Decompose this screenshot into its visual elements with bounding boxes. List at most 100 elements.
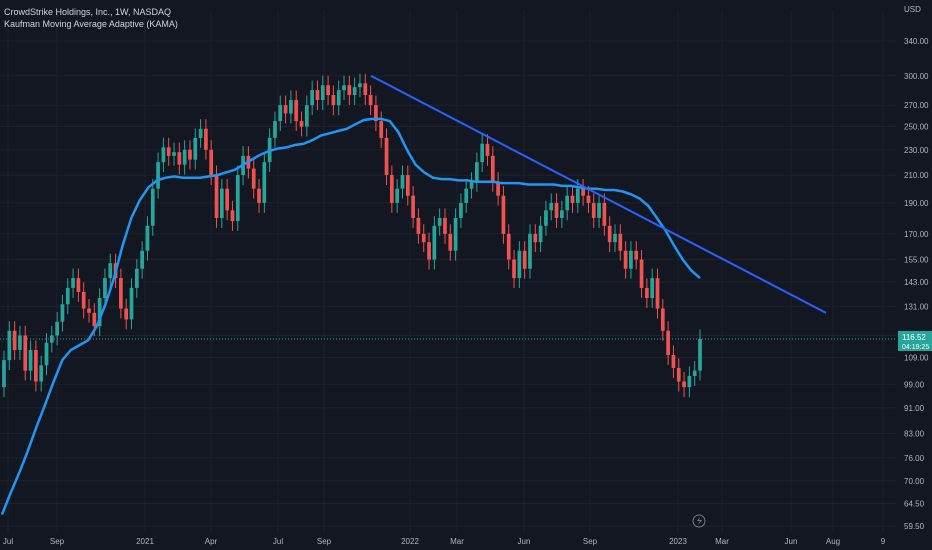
candle-body <box>416 217 421 234</box>
price-tick-label: 91.00 <box>904 404 925 413</box>
time-tick-label: Sep <box>583 537 598 546</box>
time-tick-label: 2022 <box>401 537 419 546</box>
candle-body <box>172 152 176 156</box>
trend-line[interactable] <box>370 74 827 314</box>
price-tick-label: 170.00 <box>904 230 929 239</box>
candle-body <box>347 85 352 96</box>
candle-body <box>575 188 580 203</box>
candle-body <box>129 287 134 320</box>
trendline-path <box>370 74 827 314</box>
candle-body <box>602 202 607 226</box>
candle-body <box>166 147 171 156</box>
candle-body <box>660 308 665 331</box>
candle-body <box>570 195 575 203</box>
candle-body <box>544 210 548 226</box>
last-price-box <box>898 330 932 351</box>
candle-body <box>676 367 681 382</box>
candle-body <box>671 355 676 368</box>
candle-body <box>230 210 235 222</box>
candle-body <box>124 308 129 320</box>
candle-body <box>655 278 660 309</box>
candle-body <box>12 330 17 350</box>
candle-body <box>81 291 86 309</box>
candle-body <box>698 339 702 371</box>
candle-body <box>161 147 166 163</box>
candle-body <box>87 308 91 313</box>
candle-body <box>533 233 538 243</box>
time-tick-label: Jun <box>785 537 798 546</box>
candle-body <box>453 217 458 251</box>
candle-body <box>320 85 325 101</box>
candles <box>2 73 702 398</box>
price-tick-label: 83.00 <box>904 429 925 438</box>
candle-body <box>2 360 6 388</box>
candle-body <box>76 278 81 292</box>
candle-body <box>363 83 368 96</box>
symbol-title[interactable]: CrowdStrike Holdings, Inc., 1W, NASDAQ <box>4 7 172 17</box>
candle-body <box>459 202 463 218</box>
price-tick-label: 340.00 <box>904 37 929 46</box>
candle-body <box>65 287 70 305</box>
candle-body <box>60 304 65 322</box>
candle-body <box>645 287 649 299</box>
price-tick-label: 70.00 <box>904 477 925 486</box>
indicator-title[interactable]: Kaufman Moving Average Adaptive (KAMA) <box>4 19 178 29</box>
candle-body <box>214 175 219 218</box>
last-price-countdown: 04:19:25 <box>902 344 929 351</box>
candle-body <box>39 365 44 382</box>
time-axis[interactable]: Jul Sep 2021 Apr Jul Sep 2022 Mar Jun Sep 2023 Mar J… <box>3 537 886 546</box>
candle-body <box>289 100 293 114</box>
candle-body <box>411 195 415 218</box>
price-tick-label: 76.00 <box>904 454 925 463</box>
candle-body <box>682 381 686 388</box>
candle-body <box>490 155 495 182</box>
grid <box>0 10 896 532</box>
candle-body <box>326 85 330 96</box>
time-tick-label: 2021 <box>136 537 154 546</box>
candle-body <box>273 121 277 138</box>
time-tick-label: Mar <box>450 537 464 546</box>
candle-body <box>618 233 623 251</box>
price-tick-label: 270.00 <box>904 101 929 110</box>
candle-body <box>421 233 426 243</box>
candle-body <box>283 105 288 114</box>
price-tick-label: 131.00 <box>904 302 929 311</box>
kama-path <box>0 117 701 515</box>
candle-body <box>44 342 49 366</box>
event-icon-ring <box>692 514 706 528</box>
candle-body <box>103 278 107 299</box>
price-tick-label: 300.00 <box>904 72 929 81</box>
candle-body <box>119 278 123 309</box>
currency-label: USD <box>904 5 921 14</box>
price-tick-label: 210.00 <box>904 171 929 180</box>
earnings-event-icon[interactable] <box>692 514 706 528</box>
candle-body <box>666 330 670 356</box>
candle-body <box>134 268 139 288</box>
time-tick-label: Jul <box>3 537 13 546</box>
candle-body <box>560 210 564 218</box>
price-tick-label: 109.00 <box>904 354 929 363</box>
candle-body <box>623 250 628 269</box>
candle-body <box>607 225 612 243</box>
candle-body <box>140 250 144 269</box>
candle-body <box>395 188 400 203</box>
candle-body <box>517 250 522 279</box>
candle-body <box>251 168 256 189</box>
price-tick-label: 230.00 <box>904 146 929 155</box>
candle-body <box>565 195 570 211</box>
price-axis[interactable]: USD 340.00 300.00 270.00 250.00 230.00 210.00 1… <box>904 5 929 531</box>
candle-body <box>97 298 102 327</box>
chart-legend: CrowdStrike Holdings, Inc., 1W, NASDAQ K… <box>4 6 178 30</box>
price-tick-label: 155.00 <box>904 256 929 265</box>
candle-body <box>634 250 639 260</box>
candle-body <box>554 202 559 218</box>
candle-body <box>310 90 315 106</box>
candle-body <box>501 195 506 234</box>
candle-body <box>581 188 585 196</box>
candle-body <box>315 90 320 101</box>
price-tick-label: 190.00 <box>904 199 929 208</box>
candle-body <box>480 143 485 163</box>
candle-body <box>639 259 644 288</box>
